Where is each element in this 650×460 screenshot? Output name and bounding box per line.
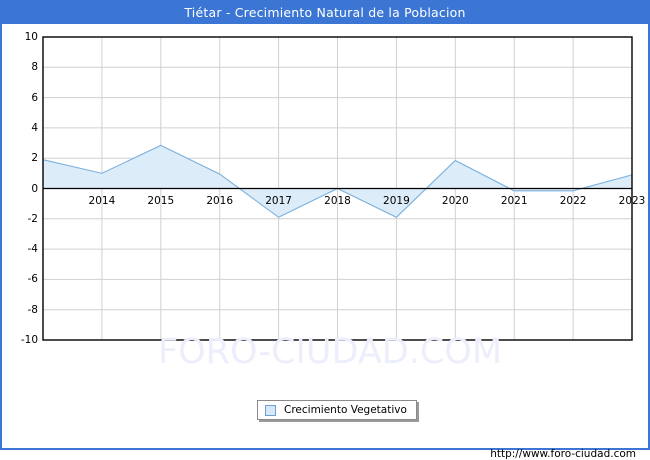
legend-label: Crecimiento Vegetativo	[284, 404, 407, 416]
axes-layer	[42, 36, 633, 341]
y-tick-label: 4	[31, 121, 38, 134]
chart-legend: Crecimiento Vegetativo	[257, 400, 417, 420]
x-tick-label: 2014	[88, 194, 116, 207]
y-tick-label: -6	[27, 273, 38, 286]
x-tick-label: 2022	[559, 194, 587, 207]
y-tick-label: -8	[27, 303, 38, 316]
y-tick-label: -2	[27, 212, 38, 225]
x-tick-label: 2015	[147, 194, 175, 207]
chart-area: 10 8 6 4 2 0 -2 -4 -6 -8 -10 2014 2015 2016 2017 2018 2…	[2, 24, 648, 460]
x-tick-label: 2016	[206, 194, 234, 207]
x-tick-label: 2020	[441, 194, 469, 207]
chart-plot	[42, 36, 633, 341]
x-tick-label: 2018	[324, 194, 351, 207]
y-tick-label: 2	[31, 152, 38, 165]
y-tick-label: -10	[20, 334, 38, 346]
x-tick-label: 2019	[383, 194, 410, 207]
y-tick-label: 10	[24, 31, 38, 43]
gridlines	[43, 37, 632, 340]
x-tick-label: 2023	[618, 194, 646, 207]
page-title: Tiétar - Crecimiento Natural de la Pobla…	[2, 2, 648, 24]
x-tick-label: 2021	[500, 194, 528, 207]
legend-swatch-icon	[265, 404, 276, 416]
x-tick-label: 2017	[265, 194, 292, 207]
y-tick-label: -4	[27, 243, 38, 256]
y-tick-label: 0	[31, 182, 38, 195]
y-tick-label: 8	[31, 61, 38, 74]
y-tick-label: 6	[31, 91, 38, 104]
y-axis-tick-labels: 10 8 6 4 2 0 -2 -4 -6 -8 -10	[2, 24, 38, 448]
